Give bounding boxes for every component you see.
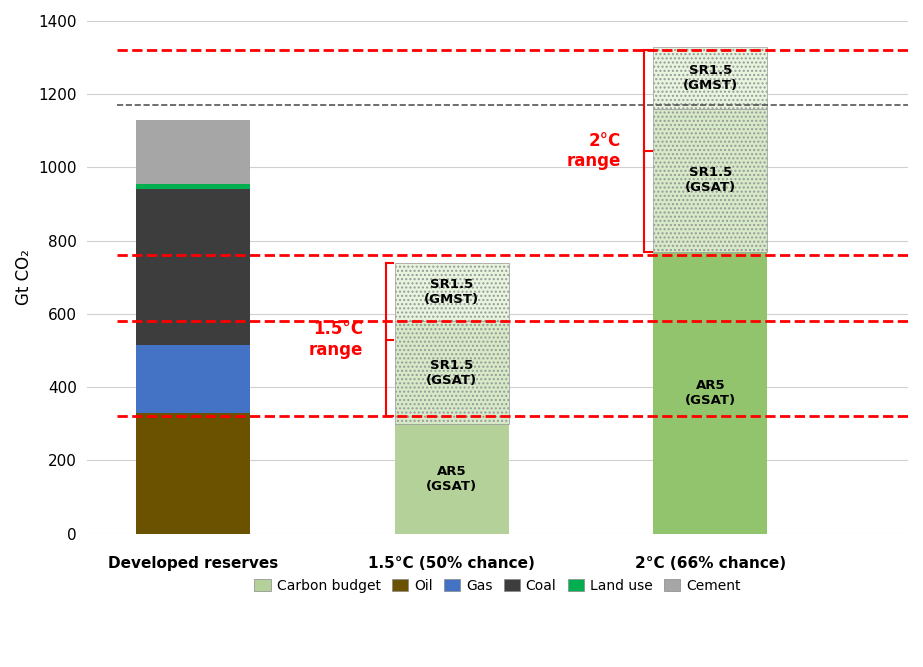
Text: 1.5°C
range: 1.5°C range	[308, 320, 363, 359]
Bar	[653, 47, 767, 109]
Y-axis label: Gt CO₂: Gt CO₂	[15, 249, 33, 305]
Bar	[137, 189, 250, 345]
Bar	[137, 120, 250, 184]
Bar	[653, 251, 767, 534]
Text: SR1.5
(GMST): SR1.5 (GMST)	[425, 278, 479, 306]
Bar	[137, 413, 250, 534]
Text: AR5
(GSAT): AR5 (GSAT)	[426, 465, 477, 493]
Bar	[395, 263, 509, 321]
Text: SR1.5
(GMST): SR1.5 (GMST)	[683, 64, 737, 92]
Text: 1.5°C (50% chance): 1.5°C (50% chance)	[368, 556, 535, 571]
Text: AR5
(GSAT): AR5 (GSAT)	[685, 379, 736, 407]
Bar	[395, 321, 509, 424]
Bar	[137, 345, 250, 413]
Bar	[653, 109, 767, 251]
Legend: Carbon budget, Oil, Gas, Coal, Land use, Cement: Carbon budget, Oil, Gas, Coal, Land use,…	[249, 574, 746, 598]
Text: SR1.5
(GSAT): SR1.5 (GSAT)	[685, 166, 736, 194]
Bar	[137, 184, 250, 189]
Text: 2°C
range: 2°C range	[567, 131, 621, 170]
Bar	[395, 424, 509, 534]
Text: Developed reserves: Developed reserves	[108, 556, 279, 571]
Text: SR1.5
(GSAT): SR1.5 (GSAT)	[426, 359, 477, 387]
Text: 2°C (66% chance): 2°C (66% chance)	[635, 556, 785, 571]
